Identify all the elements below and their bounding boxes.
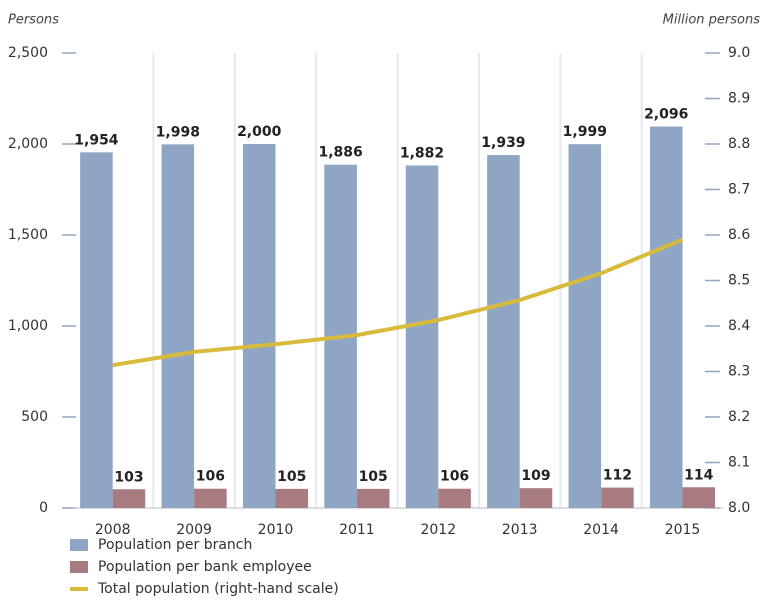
data-label: 1,999 (563, 124, 607, 140)
y2-tick-label: 8.9 (728, 91, 750, 107)
data-label: 114 (684, 467, 713, 483)
y2-tick-label: 8.2 (728, 409, 750, 425)
data-label: 2,000 (237, 124, 282, 140)
data-label: 1,886 (318, 145, 362, 161)
bar (438, 488, 471, 508)
bar (649, 126, 683, 508)
y-axis-title: Persons (8, 13, 59, 28)
y-tick-label: 2,000 (8, 136, 48, 152)
y2-tick-label: 8.6 (728, 227, 750, 243)
y2-tick-label: 8.7 (728, 182, 750, 198)
data-label: 106 (196, 469, 225, 485)
data-label: 103 (114, 469, 143, 485)
data-label: 1,882 (400, 145, 444, 161)
bar (487, 155, 520, 509)
x-tick-label: 2014 (583, 522, 619, 538)
data-label: 106 (440, 469, 469, 485)
y2-tick-label: 8.4 (728, 318, 750, 334)
y2-axis-title: Million persons (663, 13, 761, 28)
legend-label: Total population (right-hand scale) (97, 581, 339, 597)
bar (405, 165, 439, 508)
bar (194, 488, 227, 508)
y2-tick-label: 8.0 (728, 500, 750, 516)
bar (80, 152, 113, 508)
bar (161, 144, 195, 508)
x-tick-label: 2008 (95, 522, 131, 538)
x-tick-label: 2015 (665, 522, 701, 538)
y2-tick-label: 8.8 (728, 136, 750, 152)
bar (519, 488, 553, 508)
bar (242, 144, 276, 508)
data-label: 1,998 (156, 124, 200, 140)
bar (568, 144, 602, 508)
legend-swatch (70, 539, 88, 551)
line (112, 237, 684, 368)
bar (112, 489, 146, 508)
y2-tick-label: 9.0 (728, 45, 750, 61)
x-tick-label: 2013 (502, 522, 538, 538)
data-label: 105 (359, 469, 388, 485)
x-tick-label: 2011 (339, 522, 375, 538)
y-tick-label: 2,500 (8, 45, 48, 61)
y2-tick-label: 8.1 (728, 455, 750, 471)
bar (275, 488, 309, 508)
bar (682, 487, 716, 508)
data-label: 1,954 (74, 132, 119, 148)
legend-label: Population per bank employee (98, 559, 312, 575)
x-tick-label: 2009 (176, 522, 212, 538)
data-label: 112 (603, 468, 632, 484)
legend-label: Population per branch (98, 537, 252, 553)
data-label: 1,939 (481, 135, 525, 151)
y2-tick-label: 8.3 (728, 364, 750, 380)
bar (356, 488, 390, 508)
y-tick-label: 1,000 (8, 318, 48, 334)
data-label: 105 (277, 469, 306, 485)
bar (601, 487, 634, 508)
y-tick-label: 500 (21, 409, 48, 425)
data-label: 2,096 (644, 107, 688, 123)
y2-tick-label: 8.5 (728, 273, 750, 289)
y-tick-label: 1,500 (8, 227, 48, 243)
data-label: 109 (521, 468, 550, 484)
legend-swatch (70, 561, 88, 573)
x-tick-label: 2012 (420, 522, 456, 538)
x-tick-label: 2010 (258, 522, 294, 538)
y-tick-label: 0 (39, 500, 48, 516)
